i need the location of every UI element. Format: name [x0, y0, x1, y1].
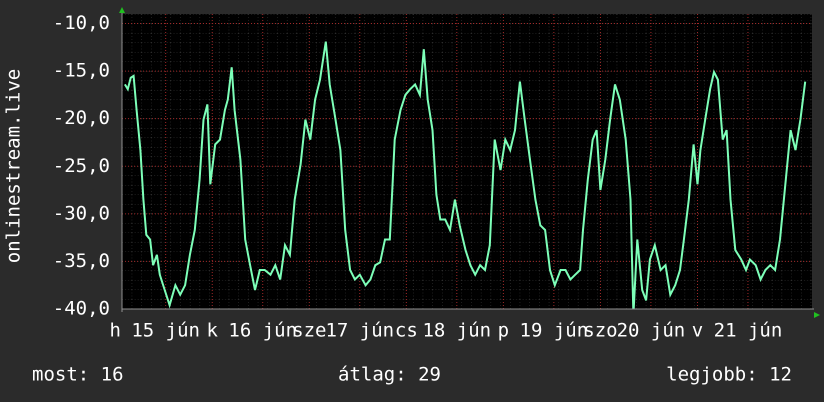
stat: legjobb: 12: [666, 364, 792, 386]
x-tick-label: k: [207, 320, 219, 342]
x-tick-label: v: [692, 320, 703, 342]
y-tick-label: -30,0: [53, 202, 110, 224]
y-tick-label: -40,0: [53, 298, 110, 320]
axis-arrow: [119, 7, 125, 13]
x-tick-label: 17 jún: [325, 320, 394, 342]
minor-grid: [122, 14, 812, 309]
x-tick-label: 16 jún: [228, 320, 297, 342]
stat: most: 16: [32, 364, 124, 386]
y-axis-title: onlinestream.live: [3, 69, 25, 263]
x-tick-label: 19 jún: [520, 320, 589, 342]
x-tick-label: sze: [292, 320, 326, 342]
y-tick-label: -20,0: [53, 107, 110, 129]
x-tick-label: p: [498, 320, 509, 342]
x-tick-label: 15 jún: [131, 320, 200, 342]
x-tick-label: h: [109, 320, 120, 342]
y-tick-label: -35,0: [53, 250, 110, 272]
y-tick-label: -25,0: [53, 155, 110, 177]
x-tick-label: cs: [395, 320, 418, 342]
y-tick-label: -10,0: [53, 12, 110, 34]
x-tick-label: szo: [583, 320, 617, 342]
y-tick-label: -15,0: [53, 60, 110, 82]
x-tick-label: 20 jún: [617, 320, 686, 342]
x-tick-label: 21 jún: [714, 320, 783, 342]
data-line: [124, 41, 807, 309]
axis-arrow: [814, 312, 820, 318]
x-tick-label: 18 jún: [422, 320, 491, 342]
stat: átlag: 29: [338, 364, 441, 386]
